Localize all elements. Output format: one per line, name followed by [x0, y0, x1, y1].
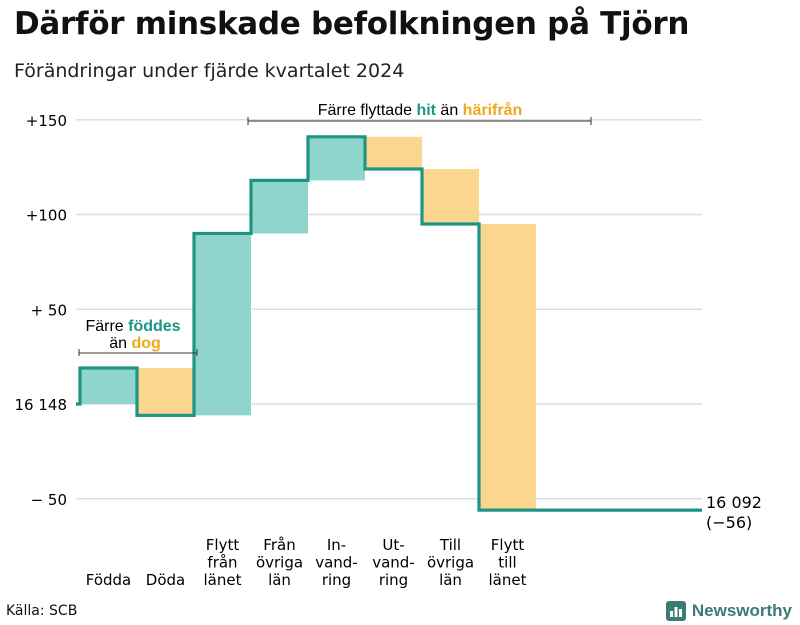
y-tick-label: − 50 — [31, 491, 67, 509]
y-axis-labels: +150 +100 + 50 16 148 − 50 — [15, 112, 68, 509]
annotation-text: än — [109, 335, 131, 352]
waterfall-bar — [422, 169, 479, 224]
level-line — [76, 135, 702, 512]
x-axis-labels: Födda Döda Flytt från länet Från övriga län In-v… — [86, 536, 527, 589]
x-tick-label: Födda — [86, 571, 132, 589]
brand-name: Newsworthy — [691, 601, 792, 620]
x-tick-label: Ut-vand-ring — [372, 536, 415, 589]
end-value-label: 16 092 — [706, 493, 762, 512]
waterfall-bar — [365, 136, 422, 170]
waterfall-bar — [251, 180, 308, 234]
y-tick-label: + 50 — [31, 301, 67, 319]
chart-title: Därför minskade befolkningen på Tjörn — [14, 6, 690, 42]
end-change-label: (−56) — [706, 513, 752, 532]
x-tick-label: Till övriga län — [427, 536, 474, 589]
chart-subtitle: Förändringar under fjärde kvartalet 2024 — [14, 60, 405, 82]
svg-text:än dog: än dog — [109, 335, 161, 352]
annotation-highlight-decrease: härifrån — [463, 101, 523, 119]
annotation-highlight-increase: hit — [416, 102, 436, 119]
annotation-text: Färre flyttade — [318, 102, 417, 119]
brand-logo: Newsworthy — [665, 601, 792, 621]
x-tick-label: Flytt till länet — [489, 536, 527, 589]
svg-text:Färre flyttade hit än härifrån: Färre flyttade hit än härifrån — [318, 101, 523, 119]
waterfall-bar — [479, 223, 536, 511]
annotation-birth-death: Färre föddes än dog — [78, 318, 198, 356]
annotation-text: än — [436, 102, 463, 119]
x-tick-label: Flytt från länet — [204, 536, 242, 589]
x-tick-label: In-vand-ring — [315, 536, 358, 589]
waterfall-bar — [308, 136, 365, 181]
annotation-highlight-decrease: dog — [131, 335, 160, 352]
y-tick-label: +100 — [26, 207, 67, 225]
svg-text:Färre föddes: Färre föddes — [85, 318, 180, 335]
x-tick-label: Döda — [146, 571, 185, 589]
annotation-text: Färre — [85, 318, 128, 335]
bars — [80, 136, 536, 511]
annotation-highlight-increase: föddes — [128, 318, 181, 335]
y-tick-label: +150 — [26, 112, 67, 130]
chart-logo-icon — [665, 601, 686, 621]
population-level-line — [76, 135, 702, 512]
x-tick-label: Från övriga län — [256, 536, 303, 589]
waterfall-bar — [194, 233, 251, 416]
grid-lines — [76, 119, 702, 500]
waterfall-bar — [137, 367, 194, 416]
y-tick-label: 16 148 — [15, 396, 68, 414]
source-label: Källa: SCB — [6, 603, 78, 619]
annotation-migration: Färre flyttade hit än härifrån — [247, 101, 592, 125]
waterfall-bar — [80, 367, 137, 404]
